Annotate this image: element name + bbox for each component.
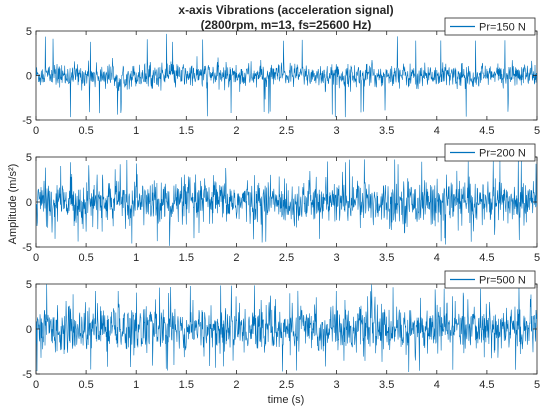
x-tick-label-2-9: 4.5: [479, 252, 494, 264]
x-tick-label-1-8: 4: [434, 125, 440, 137]
x-tick-label-2-4: 2: [233, 252, 239, 264]
subplot-3: 0 0.5 1 1.5 2 2.5 3 3.5 4 4.5 5-505 Pr=500 N: [22, 270, 540, 391]
x-tick-label-1-3: 1.5: [179, 125, 194, 137]
legend-1: Pr=150 N: [444, 17, 536, 36]
x-axis-label: time (s): [268, 394, 305, 406]
chart-title-line2: (2800rpm, m=13, fs=25600 Hz): [201, 18, 372, 32]
x-tick-label-1-1: 0.5: [78, 125, 93, 137]
x-tick-label-2-6: 3: [334, 252, 340, 264]
legend-box-3: [444, 270, 536, 289]
x-tick-label-2-7: 3.5: [379, 252, 394, 264]
signal-trace-3: [36, 284, 537, 372]
x-tick-label-3-9: 4.5: [479, 379, 494, 391]
chart-title-line1: x-axis Vibrations (acceleration signal): [178, 3, 393, 17]
y-tick-label-3-0: -5: [22, 369, 32, 381]
legend-label-3: Pr=500 N: [479, 275, 526, 287]
legend-label-2: Pr=200 N: [479, 148, 526, 160]
legend-label-1: Pr=150 N: [479, 22, 526, 34]
x-tick-label-2-8: 4: [434, 252, 440, 264]
legend-box-1: [444, 17, 536, 36]
x-tick-label-2-1: 0.5: [78, 252, 93, 264]
x-tick-label-3-0: 0: [33, 379, 39, 391]
x-tick-label-1-5: 2.5: [279, 125, 294, 137]
x-tick-label-3-10: 5: [534, 379, 540, 391]
subplot-1: 0 0.5 1 1.5 2 2.5 3 3.5 4 4.5 5-505 Pr=150 N: [22, 17, 540, 137]
x-tick-label-1-0: 0: [33, 125, 39, 137]
y-tick-label-2-0: -5: [22, 242, 32, 254]
x-tick-label-1-4: 2: [233, 125, 239, 137]
legend-box-2: [444, 143, 536, 162]
x-tick-label-3-2: 1: [133, 379, 139, 391]
y-tick-label-1-0: -5: [22, 115, 32, 127]
y-tick-label-3-1: 0: [26, 324, 32, 336]
signal-trace-1: [36, 33, 537, 118]
x-tick-label-2-10: 5: [534, 252, 540, 264]
x-tick-label-1-2: 1: [133, 125, 139, 137]
y-tick-label-1-1: 0: [26, 71, 32, 83]
legend-2: Pr=200 N: [444, 143, 536, 162]
y-tick-label-2-2: 5: [26, 152, 32, 164]
x-tick-label-3-7: 3.5: [379, 379, 394, 391]
subplot-2: 0 0.5 1 1.5 2 2.5 3 3.5 4 4.5 5-505 Pr=200 N: [22, 143, 540, 264]
legend-3: Pr=500 N: [444, 270, 536, 289]
x-tick-label-1-10: 5: [534, 125, 540, 137]
x-tick-label-3-4: 2: [233, 379, 239, 391]
x-tick-label-3-3: 1.5: [179, 379, 194, 391]
y-axis-label: Amplitude (m/s²): [7, 164, 19, 245]
x-tick-label-2-5: 2.5: [279, 252, 294, 264]
x-tick-label-1-7: 3.5: [379, 125, 394, 137]
x-tick-label-3-8: 4: [434, 379, 440, 391]
x-tick-label-2-2: 1: [133, 252, 139, 264]
y-tick-label-2-1: 0: [26, 197, 32, 209]
x-tick-label-1-6: 3: [334, 125, 340, 137]
signal-trace-2: [36, 157, 537, 246]
y-tick-label-3-2: 5: [26, 279, 32, 291]
x-tick-label-3-1: 0.5: [78, 379, 93, 391]
x-tick-label-2-3: 1.5: [179, 252, 194, 264]
x-tick-label-3-6: 3: [334, 379, 340, 391]
x-tick-label-1-9: 4.5: [479, 125, 494, 137]
x-tick-label-3-5: 2.5: [279, 379, 294, 391]
x-tick-label-2-0: 0: [33, 252, 39, 264]
y-tick-label-1-2: 5: [26, 26, 32, 38]
